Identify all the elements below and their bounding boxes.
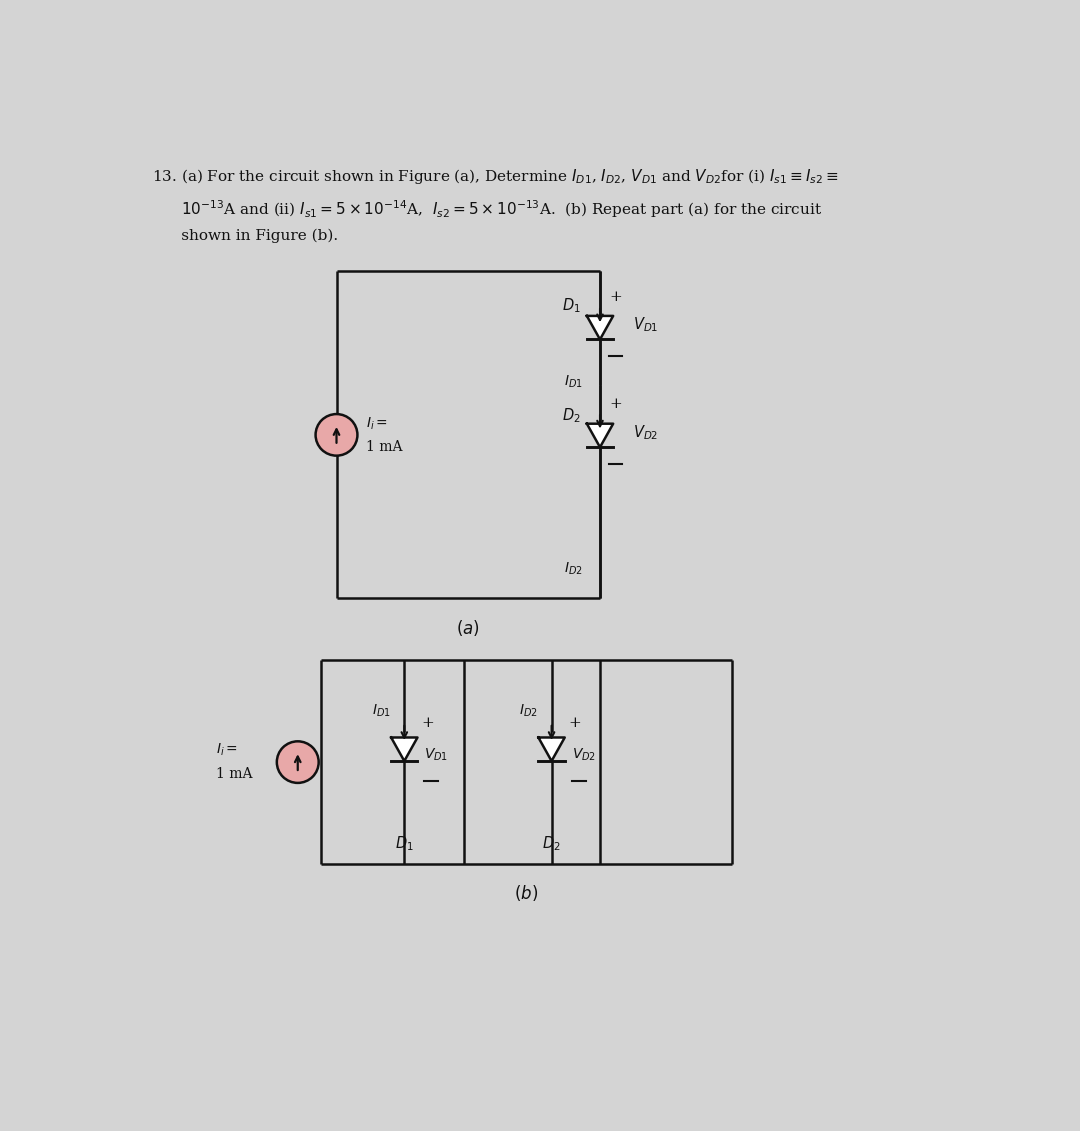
Text: $I_{D2}$: $I_{D2}$ [564,561,583,578]
Text: $V_{D1}$: $V_{D1}$ [424,746,448,762]
Text: 13. (a) For the circuit shown in Figure (a), Determine $I_{D1}$, $I_{D2}$, $V_{D: 13. (a) For the circuit shown in Figure … [152,167,839,187]
Text: $V_{D1}$: $V_{D1}$ [633,316,658,335]
Polygon shape [586,316,613,339]
Text: $I_i =$: $I_i =$ [216,742,239,758]
Text: $I_{D1}$: $I_{D1}$ [372,702,390,718]
Text: +: + [421,716,434,729]
Text: $I_{D1}$: $I_{D1}$ [564,373,583,389]
Text: $(b)$: $(b)$ [514,883,539,904]
Text: +: + [609,290,622,303]
Text: $(a)$: $(a)$ [457,618,481,638]
Text: +: + [609,397,622,412]
Text: shown in Figure (b).: shown in Figure (b). [152,228,338,243]
Text: 1 mA: 1 mA [216,768,253,782]
Text: $V_{D2}$: $V_{D2}$ [633,424,658,442]
Text: $I_i =$: $I_i =$ [366,416,388,432]
Circle shape [315,414,357,456]
Text: $D_2$: $D_2$ [542,835,561,854]
Text: $D_1$: $D_1$ [562,296,581,316]
Polygon shape [586,424,613,447]
Text: $10^{-13}$A and (ii) $I_{s1} = 5 \times 10^{-14}$A,  $I_{s2} = 5 \times 10^{-13}: $10^{-13}$A and (ii) $I_{s1} = 5 \times … [152,198,822,219]
Text: +: + [568,716,581,729]
Polygon shape [539,737,565,761]
Text: $D_2$: $D_2$ [562,406,581,424]
Polygon shape [391,737,418,761]
Text: $D_1$: $D_1$ [395,835,414,854]
Text: $I_{D2}$: $I_{D2}$ [518,702,538,718]
Text: 1 mA: 1 mA [366,440,403,455]
Text: $V_{D2}$: $V_{D2}$ [571,746,596,762]
Circle shape [276,741,319,783]
